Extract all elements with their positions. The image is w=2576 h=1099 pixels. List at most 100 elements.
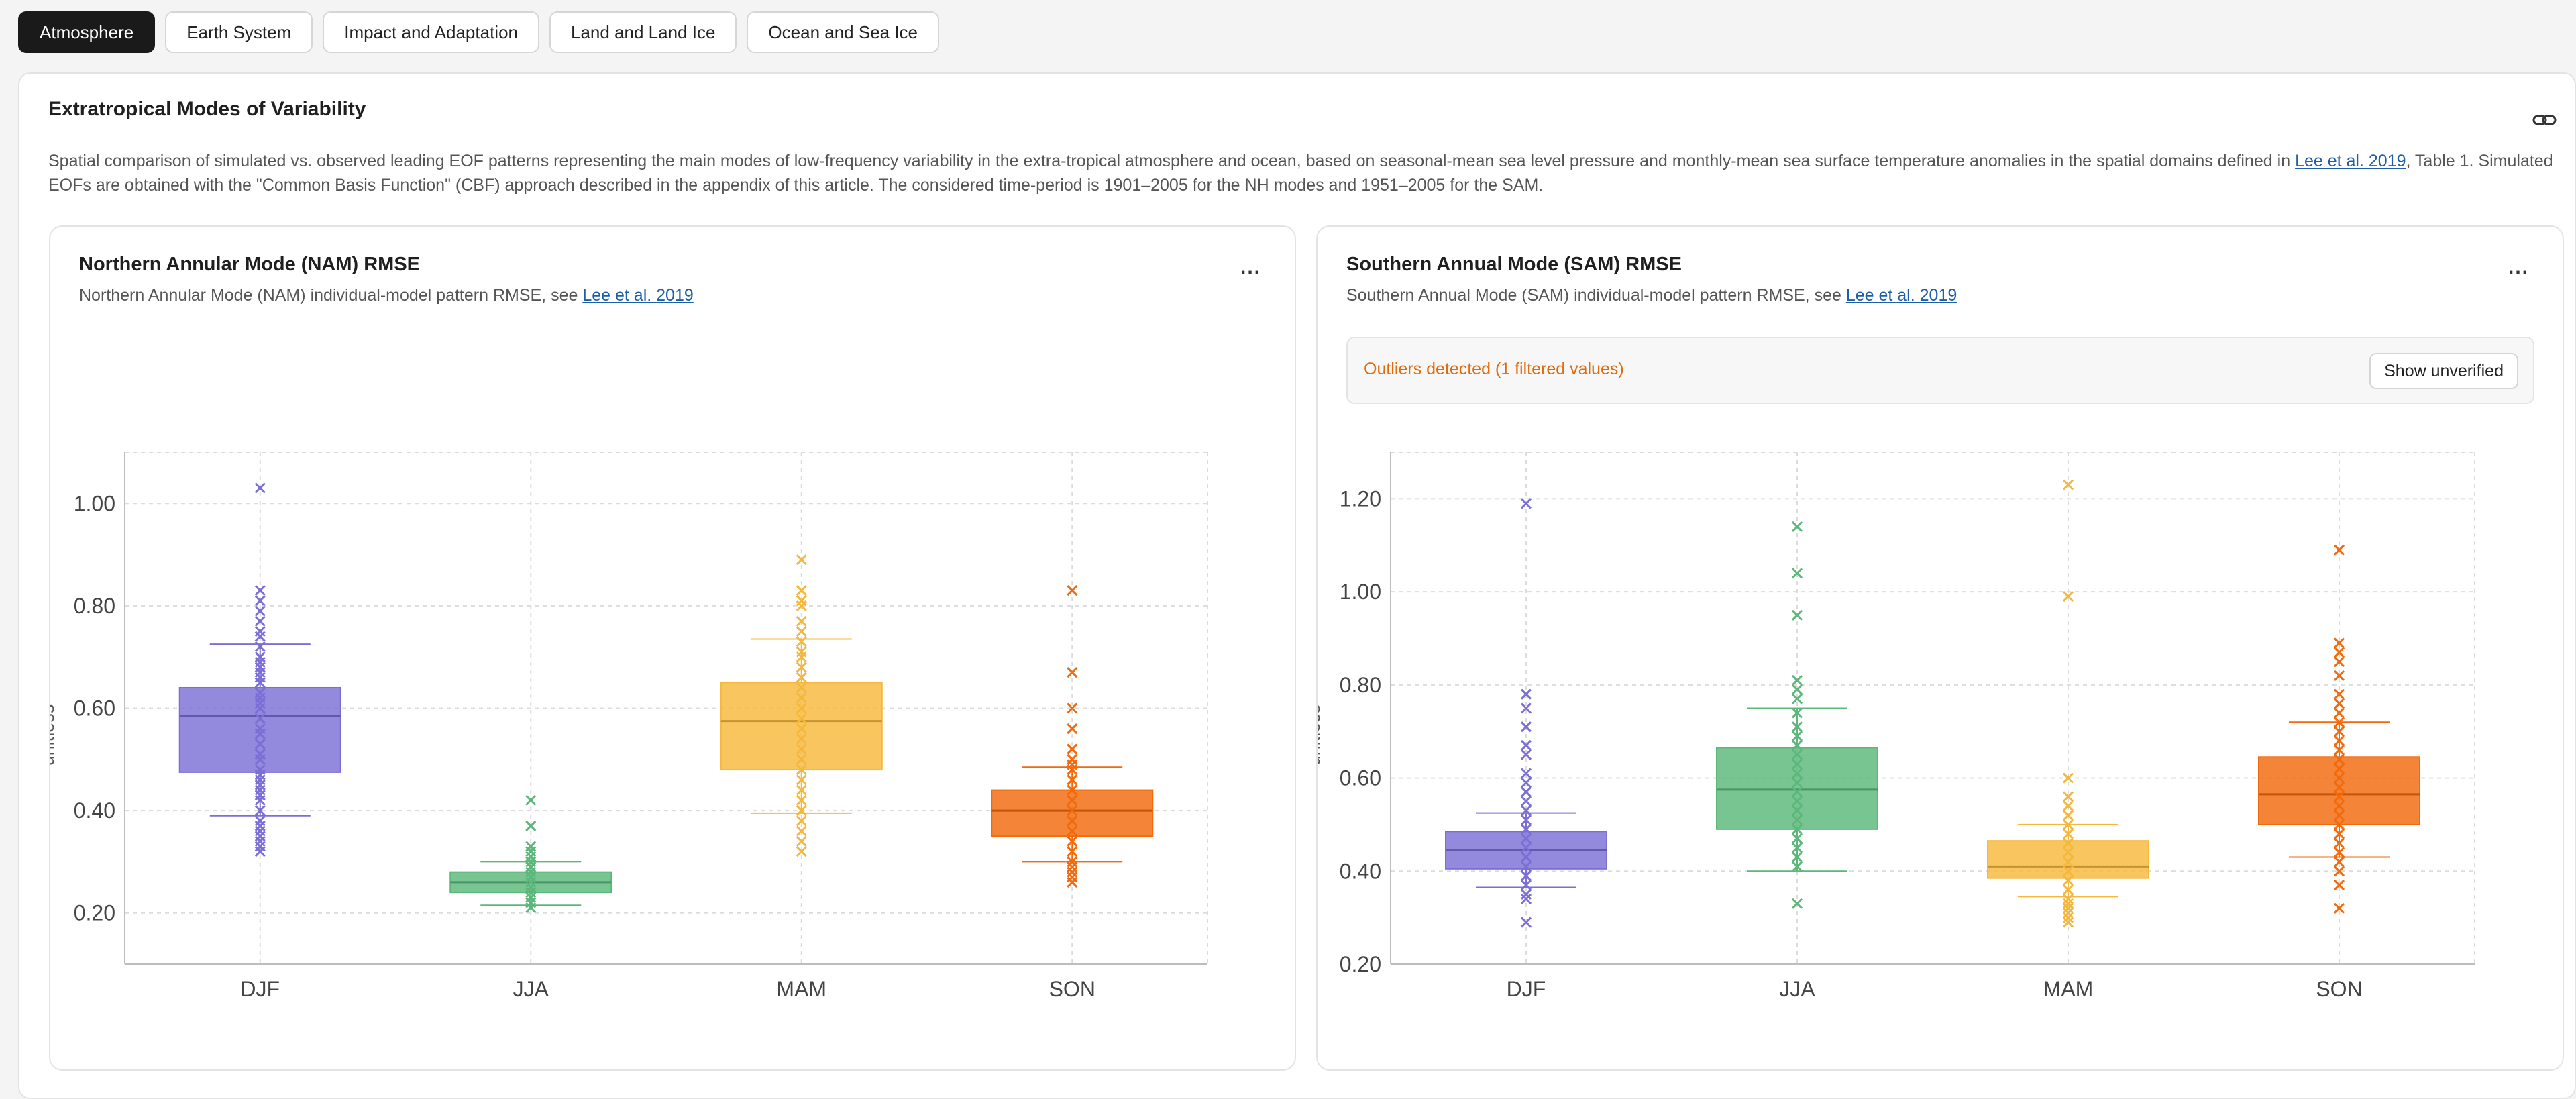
tab-earth-system[interactable]: Earth System: [165, 11, 313, 53]
data-point: [2333, 698, 2345, 709]
card-subtitle: Southern Annual Mode (SAM) individual-mo…: [1346, 286, 1957, 305]
link-icon[interactable]: [2532, 110, 2557, 130]
x-tick-label: MAM: [2043, 977, 2094, 1001]
data-point: [796, 815, 807, 827]
data-point: [254, 584, 266, 596]
y-tick-label: 1.20: [1340, 486, 1381, 511]
data-point: [2062, 893, 2074, 904]
data-point: [254, 835, 266, 847]
show-unverified-button[interactable]: Show unverified: [2369, 353, 2518, 389]
data-point: [1067, 876, 1078, 888]
data-point: [1791, 609, 1803, 621]
data-point: [1791, 861, 1803, 872]
y-axis-label: unitless: [50, 704, 58, 766]
data-point: [254, 482, 266, 494]
data-point: [1520, 833, 1532, 844]
y-tick-label: 1.00: [1340, 580, 1381, 604]
data-point: [1791, 693, 1803, 704]
x-tick-label: SON: [1049, 977, 1095, 1001]
data-point: [2333, 800, 2345, 812]
y-tick-label: 0.20: [1340, 952, 1381, 976]
y-axis-label: unitless: [1318, 704, 1324, 766]
data-point: [525, 794, 537, 806]
data-point: [2333, 726, 2345, 737]
data-point: [2333, 744, 2345, 755]
data-point: [1791, 684, 1803, 695]
data-point: [1791, 768, 1803, 779]
data-point: [2333, 656, 2345, 668]
data-point: [2333, 772, 2345, 784]
data-point: [1791, 796, 1803, 807]
nam-boxplot-chart: 0.20 0.40 0.60 0.80 1.00 DJF JJA MAM SON unitless: [50, 452, 1208, 1001]
box-iqr: [991, 789, 1154, 837]
data-point: [796, 764, 807, 776]
data-point: [796, 784, 807, 796]
data-point: [525, 820, 537, 832]
data-point: [796, 723, 807, 735]
data-point: [1791, 721, 1803, 733]
lee-2019-link[interactable]: Lee et al. 2019: [1845, 286, 1957, 305]
x-tick-label: MAM: [776, 977, 826, 1001]
description-text-2: , Table 1. Simulated EOFs are obtained w…: [48, 152, 2553, 195]
data-point: [1520, 768, 1532, 779]
data-point: [796, 825, 807, 837]
data-point: [254, 728, 266, 739]
y-tick-label: 0.60: [1340, 766, 1381, 790]
category-tabs: Atmosphere Earth System Impact and Adapt…: [18, 11, 940, 53]
sam-boxplot-chart: 0.20 0.40 0.60 0.80 1.00 1.20 DJF JJA MAM SON unit…: [1318, 452, 2475, 1001]
data-point: [2062, 898, 2074, 909]
tab-land-and-land-ice[interactable]: Land and Land Ice: [549, 11, 737, 53]
tab-ocean-and-sea-ice[interactable]: Ocean and Sea Ice: [747, 11, 940, 53]
data-point: [2062, 800, 2074, 812]
nam-chart-card: Northern Annular Mode (NAM) RMSE Norther…: [49, 225, 1296, 1071]
section-title: Extratropical Modes of Variability: [48, 98, 366, 120]
more-options-icon[interactable]: ...: [1240, 256, 1261, 278]
box-jja: [1716, 521, 1878, 909]
data-point: [1791, 814, 1803, 826]
data-point: [2062, 847, 2074, 858]
data-point: [2062, 809, 2074, 821]
outlier-message: Outliers detected (1 filtered values): [1364, 360, 1624, 378]
section-panel: Extratropical Modes of Variability Spati…: [18, 72, 2576, 1099]
outlier-notice: Outliers detected (1 filtered values) Sh…: [1346, 337, 2534, 404]
data-point: [1067, 774, 1078, 786]
data-point: [254, 738, 266, 749]
lee-2019-link[interactable]: Lee et al. 2019: [2295, 152, 2406, 170]
data-point: [796, 794, 807, 806]
data-point: [2062, 912, 2074, 923]
box-son: [2258, 544, 2420, 914]
data-point: [1520, 814, 1532, 826]
box-mam: [720, 554, 883, 857]
data-point: [2333, 735, 2345, 747]
data-point: [254, 702, 266, 714]
data-point: [2333, 544, 2345, 556]
data-point: [2062, 837, 2074, 849]
data-point: [254, 625, 266, 637]
tab-atmosphere[interactable]: Atmosphere: [18, 11, 156, 53]
x-tick-label: DJF: [1507, 977, 1546, 1001]
data-point: [796, 753, 807, 765]
data-point: [796, 672, 807, 683]
data-point: [1791, 568, 1803, 579]
data-point: [1067, 784, 1078, 796]
data-point: [796, 584, 807, 596]
description-text-1: Spatial comparison of simulated vs. obse…: [48, 152, 2296, 170]
data-point: [796, 554, 807, 566]
data-point: [2333, 847, 2345, 858]
y-tick-label: 1.00: [74, 491, 115, 515]
data-point: [796, 625, 807, 637]
data-point: [1067, 815, 1078, 827]
tab-impact-and-adaptation[interactable]: Impact and Adaptation: [323, 11, 539, 53]
data-point: [2333, 753, 2345, 765]
more-options-icon[interactable]: ...: [2508, 256, 2529, 278]
data-point: [1067, 805, 1078, 817]
lee-2019-link[interactable]: Lee et al. 2019: [582, 286, 694, 305]
data-point: [796, 662, 807, 673]
card-title: Northern Annular Mode (NAM) RMSE: [79, 254, 421, 275]
data-point: [796, 713, 807, 724]
data-point: [1791, 833, 1803, 844]
data-point: [796, 692, 807, 704]
data-point: [1520, 823, 1532, 835]
data-point: [1520, 805, 1532, 817]
data-point: [254, 631, 266, 642]
